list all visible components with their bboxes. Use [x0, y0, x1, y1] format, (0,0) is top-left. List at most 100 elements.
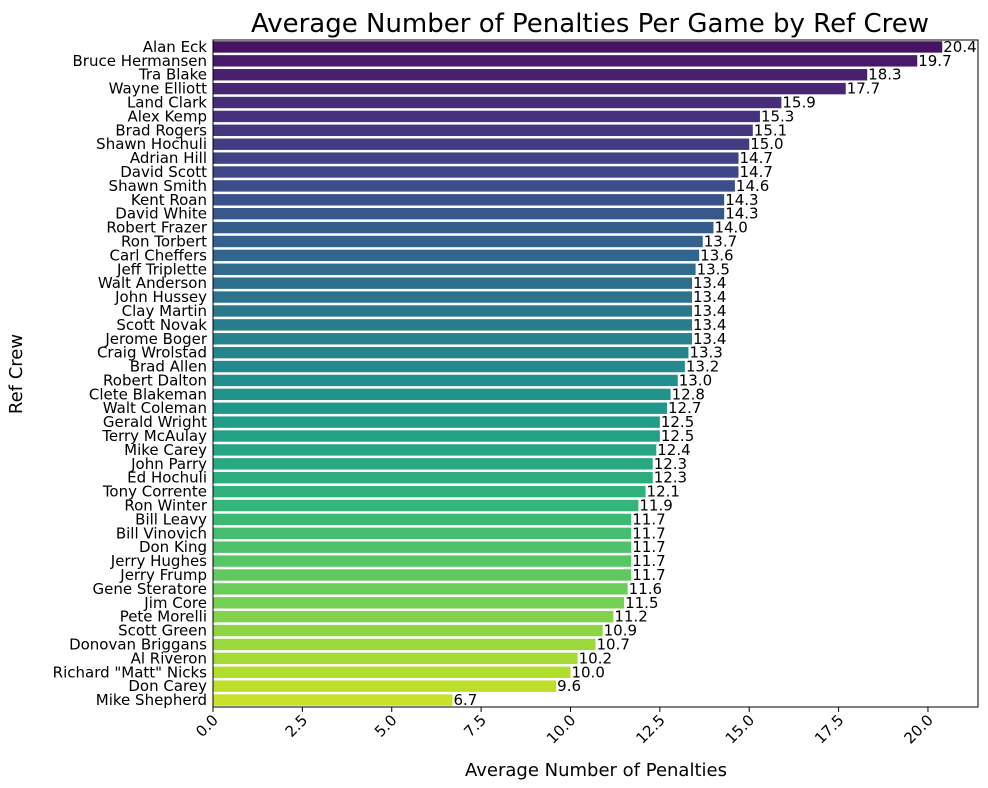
category-label: Ron Winter — [124, 497, 207, 515]
category-label: Robert Frazer — [106, 219, 207, 237]
bar — [213, 305, 693, 317]
category-label: John Parry — [130, 455, 207, 473]
bar — [213, 221, 714, 234]
category-label: Gerald Wright — [103, 413, 207, 431]
category-label: Craig Wrolstad — [97, 344, 207, 362]
bar — [213, 96, 782, 109]
data-label: 11.7 — [632, 538, 665, 556]
bar — [213, 444, 657, 456]
data-label: 18.3 — [868, 66, 901, 84]
category-label: David Scott — [120, 163, 207, 181]
bar — [213, 55, 918, 67]
bar — [213, 194, 725, 206]
data-label: 10.0 — [571, 663, 604, 681]
bar — [213, 458, 653, 470]
category-label: Gene Steratore — [93, 580, 207, 598]
data-label: 9.6 — [557, 677, 581, 695]
data-label: 11.7 — [632, 510, 665, 528]
x-tick-label: 20.0 — [900, 711, 936, 747]
category-label: Alex Kemp — [128, 107, 208, 125]
data-label: 13.2 — [686, 358, 719, 376]
category-label: Don Carey — [128, 677, 207, 695]
x-tick-label: 5.0 — [371, 711, 401, 741]
bar — [213, 485, 646, 498]
data-label: 15.1 — [754, 121, 787, 139]
category-label: Land Clark — [127, 94, 207, 112]
data-label: 14.6 — [736, 177, 769, 195]
data-label: 6.7 — [454, 691, 478, 709]
category-label: Shawn Hochuli — [96, 135, 207, 153]
data-label: 13.5 — [697, 260, 730, 278]
category-label: Bruce Hermansen — [73, 52, 207, 70]
data-label: 14.3 — [725, 205, 758, 223]
category-label: Walt Anderson — [98, 274, 207, 292]
bar — [213, 69, 868, 81]
category-label: Clay Martin — [122, 302, 207, 320]
bar — [213, 235, 703, 248]
category-label: Jerry Hughes — [110, 552, 207, 570]
category-label: Brad Allen — [130, 358, 207, 376]
x-axis-label: Average Number of Penalties — [465, 760, 727, 781]
category-label: Jeff Triplette — [116, 260, 207, 278]
data-label: 10.2 — [579, 649, 612, 667]
bar — [213, 694, 453, 706]
category-label: Jerome Boger — [104, 330, 207, 348]
bar — [213, 110, 760, 123]
category-label: Brad Rogers — [115, 121, 207, 139]
data-label: 13.4 — [693, 288, 726, 306]
x-axis-ticks: 0.0 2.5 5.0 7.5 10.0 12.5 15.0 17.5 20.0 — [192, 707, 937, 747]
x-tick-label: 10.0 — [543, 711, 579, 747]
data-label: 12.3 — [654, 455, 687, 473]
data-label: 12.7 — [668, 399, 701, 417]
bar — [213, 624, 603, 637]
category-label: Robert Dalton — [103, 371, 207, 389]
data-label: 11.7 — [632, 524, 665, 542]
category-label: Mike Carey — [124, 441, 207, 459]
data-label: 11.7 — [632, 566, 665, 584]
x-tick-label: 7.5 — [460, 711, 490, 741]
bar — [213, 180, 735, 192]
category-label: Shawn Smith — [109, 177, 207, 195]
bar — [213, 416, 660, 428]
category-label: Donovan Briggans — [69, 635, 207, 653]
category-label: Adrian Hill — [130, 149, 207, 167]
bar — [213, 610, 614, 623]
bar — [213, 41, 943, 53]
category-label: Al Riveron — [131, 649, 207, 667]
data-label: 11.9 — [639, 497, 672, 515]
x-tick-label: 0.0 — [192, 711, 222, 741]
data-label: 11.7 — [632, 552, 665, 570]
category-label: Jim Core — [143, 594, 207, 612]
bar — [213, 652, 578, 665]
category-label: Tra Blake — [138, 66, 207, 84]
category-label: Don King — [139, 538, 207, 556]
bar — [213, 666, 571, 678]
data-label: 12.8 — [672, 385, 705, 403]
data-label: 13.7 — [704, 232, 737, 250]
bar — [213, 291, 693, 303]
x-tick-label: 17.5 — [811, 711, 847, 747]
bar — [213, 583, 628, 595]
bar — [213, 124, 753, 137]
bar — [213, 82, 846, 95]
data-label: 13.4 — [693, 316, 726, 334]
data-label: 10.9 — [604, 622, 637, 640]
category-label: Pete Morelli — [120, 608, 207, 626]
data-label: 15.0 — [750, 135, 783, 153]
data-label: 13.4 — [693, 302, 726, 320]
bar — [213, 333, 693, 345]
plot-frame — [212, 39, 979, 708]
bar — [213, 138, 750, 150]
chart-title: Average Number of Penalties Per Game by … — [251, 9, 929, 39]
bar — [213, 513, 632, 526]
data-labels-group: 20.419.718.317.715.915.315.115.014.714.7… — [454, 38, 977, 709]
category-label: Ron Torbert — [121, 232, 207, 250]
category-label: Walt Coleman — [103, 399, 207, 417]
category-label: Kent Roan — [131, 191, 207, 209]
data-label: 13.6 — [700, 246, 733, 264]
data-label: 13.4 — [693, 330, 726, 348]
category-label: Mike Shepherd — [96, 691, 207, 709]
x-tick-label: 2.5 — [282, 711, 312, 741]
bar — [213, 638, 596, 651]
